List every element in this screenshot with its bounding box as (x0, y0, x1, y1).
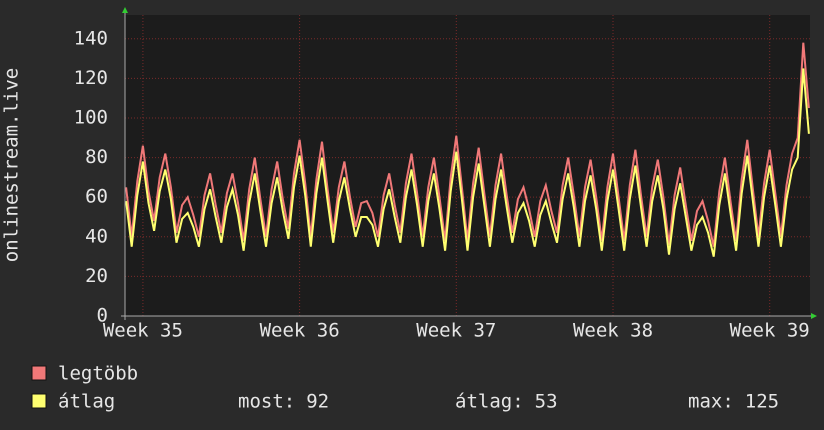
stat-value: 53 (535, 391, 558, 413)
y-tick-label: 140 (74, 27, 108, 49)
series-line (125, 42, 810, 247)
y-tick-label: 80 (85, 146, 108, 168)
legend: legtöbb átlag most: 92 átlag: 53 max: 125 (31, 363, 779, 413)
y-tick-label: 60 (85, 186, 108, 208)
lines (125, 42, 810, 257)
legend-swatch (31, 365, 47, 381)
stat-label: max: (688, 391, 734, 413)
plot-area (125, 15, 810, 316)
x-tick-label: Week 35 (103, 320, 183, 342)
y-tick-label: 20 (85, 265, 108, 287)
stat-label: átlag: (455, 391, 524, 413)
y-tick-label: 40 (85, 225, 108, 247)
y-tick-label: 0 (97, 305, 108, 327)
stat-label: most: (238, 391, 295, 413)
legend-label: legtöbb (58, 363, 138, 385)
series-line (125, 68, 810, 257)
y-tick-label: 100 (74, 106, 108, 128)
x-tick-label: Week 39 (730, 320, 810, 342)
legend-swatch (31, 393, 47, 409)
x-tick-label: Week 37 (416, 320, 496, 342)
y-arrow (122, 7, 128, 13)
x-arrow (811, 313, 817, 319)
stat-value: 125 (745, 391, 779, 413)
x-tick-label: Week 38 (573, 320, 653, 342)
y-tick-label: 120 (74, 67, 108, 89)
y-axis-label: onlinestream.live (1, 68, 23, 262)
stat-value: 92 (306, 391, 329, 413)
x-tick-label: Week 36 (260, 320, 340, 342)
legend-label: átlag (58, 391, 115, 413)
